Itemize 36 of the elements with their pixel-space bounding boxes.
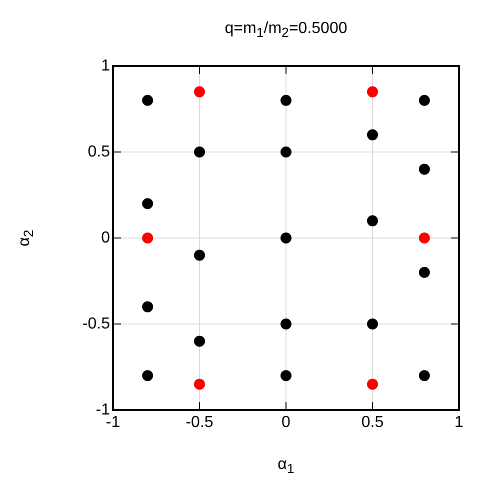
point (142, 198, 154, 210)
point (367, 129, 378, 140)
point (142, 232, 154, 244)
point (367, 215, 378, 226)
point (418, 370, 430, 382)
point (280, 232, 292, 244)
point (194, 336, 205, 347)
point (280, 318, 292, 330)
x-axis-title: α$_{1}$ (278, 456, 294, 476)
y-tick-label: 0.5 (88, 143, 110, 160)
chart-title: q=m$_{1}$/m$_{2}$=0.5000 (224, 20, 348, 40)
y-tick-label: -0.5 (82, 315, 110, 332)
point (280, 146, 292, 158)
point (367, 86, 378, 98)
point (194, 146, 205, 158)
point (367, 318, 378, 330)
point (367, 378, 378, 390)
x-tick-label: 1 (454, 414, 464, 432)
point (142, 301, 154, 312)
point (194, 378, 205, 390)
y-tick-label: -1 (96, 401, 110, 418)
point (280, 94, 292, 106)
point (418, 94, 430, 106)
x-tick-label: 0 (282, 414, 291, 432)
point (194, 250, 205, 261)
point (418, 266, 430, 278)
x-tick-label: 0.5 (361, 414, 384, 432)
y-tick-label: 1 (101, 57, 110, 74)
point (194, 86, 205, 98)
x-tick-label: -0.5 (186, 414, 214, 432)
point (418, 232, 430, 244)
y-tick-label: 0 (101, 229, 110, 246)
point (142, 370, 154, 382)
point (418, 164, 430, 175)
point (280, 370, 292, 382)
point (142, 94, 154, 106)
